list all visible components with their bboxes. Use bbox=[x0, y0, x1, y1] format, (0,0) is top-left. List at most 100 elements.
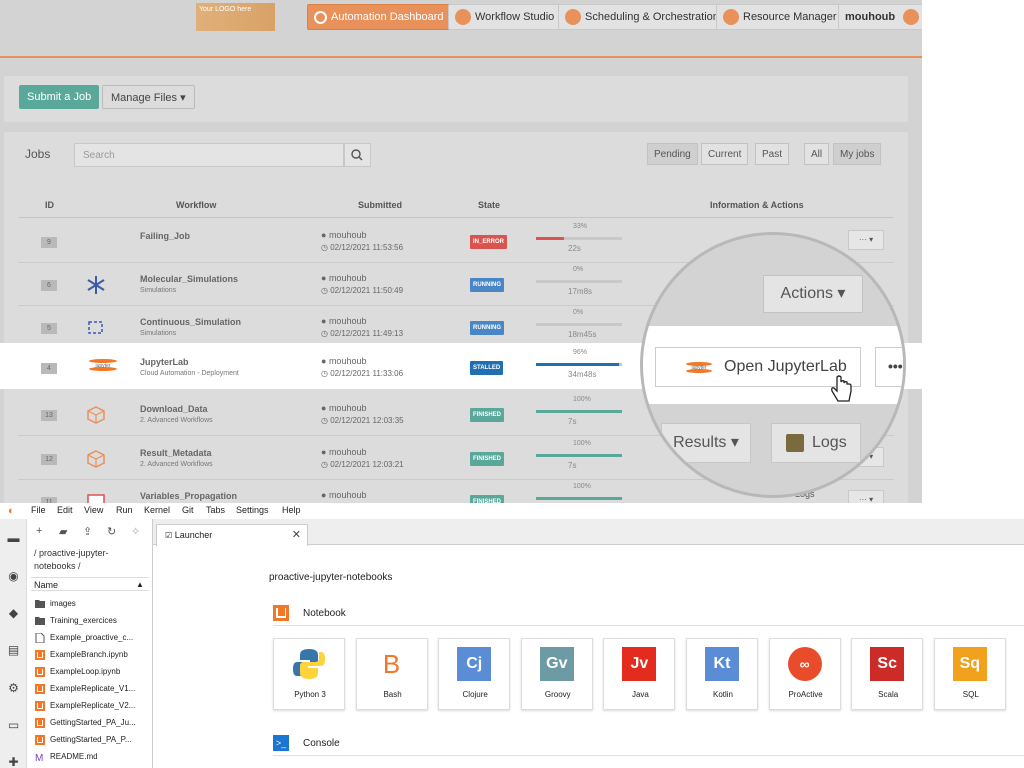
file-item[interactable]: ExampleBranch.ipynb bbox=[35, 647, 150, 663]
search-button[interactable] bbox=[344, 143, 371, 167]
proactive-portal: Your LOGO here Automation Dashboard Work… bbox=[0, 0, 922, 503]
file-name: images bbox=[50, 599, 76, 608]
breadcrumb[interactable]: / proactive-jupyter-notebooks / bbox=[34, 548, 109, 571]
cloud-icon bbox=[723, 9, 739, 25]
filter-all[interactable]: All bbox=[804, 143, 830, 165]
user-menu-button[interactable]: mouhoub bbox=[838, 4, 922, 30]
workflow-name[interactable]: Continuous_Simulation bbox=[140, 317, 241, 327]
menu-git[interactable]: Git bbox=[182, 505, 194, 515]
kernel-card-sql[interactable]: Sq SQL bbox=[933, 638, 1006, 710]
console-icon: >_ bbox=[273, 735, 289, 751]
workflow-name[interactable]: Variables_Propagation bbox=[140, 491, 238, 501]
file-item[interactable]: GettingStarted_PA_P... bbox=[35, 732, 150, 748]
job-search-input[interactable]: Search bbox=[74, 143, 344, 167]
nav-scheduling-orchestration[interactable]: Scheduling & Orchestration bbox=[558, 4, 726, 30]
nav-workflow-studio[interactable]: Workflow Studio bbox=[448, 4, 562, 30]
git-clone-icon[interactable]: ✧ bbox=[131, 526, 141, 538]
running-icon[interactable]: ◉ bbox=[8, 569, 19, 583]
menu-kernel[interactable]: Kernel bbox=[144, 505, 171, 515]
folder-item[interactable]: Training_exercices bbox=[35, 613, 150, 629]
workflow-name[interactable]: JupyterLab bbox=[140, 357, 189, 367]
kernel-card-groovy[interactable]: Gv Groovy bbox=[520, 638, 593, 710]
more-options-button[interactable]: ••• bbox=[875, 347, 903, 387]
menu-help[interactable]: Help bbox=[282, 505, 301, 515]
refresh-icon[interactable]: ↻ bbox=[107, 526, 117, 538]
row-actions-menu[interactable]: ··· ▾ bbox=[848, 490, 884, 503]
kernel-card-python-3[interactable]: Python 3 bbox=[273, 638, 345, 710]
folder-icon[interactable]: ▬ bbox=[7, 531, 20, 545]
file-item[interactable]: GettingStarted_PA_Ju... bbox=[35, 715, 150, 731]
sort-icon[interactable]: ▲ bbox=[136, 580, 144, 589]
kernel-card-kotlin[interactable]: Kt Kotlin bbox=[686, 638, 758, 710]
progress-bar bbox=[536, 363, 622, 366]
new-folder-icon[interactable]: ▰ bbox=[59, 526, 68, 538]
menu-file[interactable]: File bbox=[31, 505, 46, 515]
menu-settings[interactable]: Settings bbox=[236, 505, 269, 515]
job-row[interactable]: 11 Variables_Propagation 1. Basic Workfl… bbox=[18, 480, 894, 503]
extension-icon[interactable]: ✚ bbox=[8, 755, 19, 768]
job-row[interactable]: 9 Failing_Job ● mouhoub ◷ 02/12/2021 11:… bbox=[18, 220, 894, 263]
kernel-card-bash[interactable]: B Bash bbox=[355, 638, 428, 710]
kernel-card-java[interactable]: Jv Java bbox=[603, 638, 676, 710]
logs-button[interactable]: Logs bbox=[771, 423, 861, 463]
submit-job-button[interactable]: Submit a Job bbox=[19, 85, 100, 109]
kernel-card-proactive[interactable]: ∞ ProActive bbox=[768, 638, 841, 710]
file-item[interactable]: ExampleReplicate_V1... bbox=[35, 681, 150, 697]
job-row[interactable]: 6 Molecular_Simulations Simulations ● mo… bbox=[18, 263, 894, 306]
file-item[interactable]: ExampleLoop.ipynb bbox=[35, 664, 150, 680]
folder-item[interactable]: images bbox=[35, 596, 150, 612]
kernel-card-scala[interactable]: Sc Scala bbox=[851, 638, 924, 710]
file-item[interactable]: ExampleReplicate_V2... bbox=[35, 698, 150, 714]
owner-name: mouhoub bbox=[328, 490, 367, 500]
sql-logo-icon: Sq bbox=[952, 647, 987, 681]
commands-icon[interactable]: ▤ bbox=[7, 643, 20, 657]
tab-launcher[interactable]: ☑ Launcher ✕ bbox=[156, 524, 308, 546]
owner-name: mouhoub bbox=[328, 316, 367, 326]
close-icon[interactable]: ✕ bbox=[291, 529, 301, 541]
job-duration: 22s bbox=[568, 244, 581, 253]
col-name[interactable]: Name bbox=[34, 580, 59, 590]
nav-automation-dashboard[interactable]: Automation Dashboard bbox=[307, 4, 451, 30]
property-inspector-icon[interactable]: ⚙ bbox=[8, 681, 19, 695]
filter-my-jobs[interactable]: My jobs bbox=[833, 143, 882, 165]
kernel-label: Groovy bbox=[544, 690, 571, 699]
scala-logo-icon: Sc bbox=[870, 647, 905, 681]
progress-percent: 0% bbox=[573, 266, 584, 273]
results-button[interactable]: Results ▾ bbox=[661, 423, 751, 463]
workflow-name[interactable]: Molecular_Simulations bbox=[140, 274, 239, 284]
kotlin-logo-icon: Kt bbox=[705, 647, 739, 681]
progress-percent: 100% bbox=[573, 440, 591, 447]
workflow-bucket: Cloud Automation - Deployment bbox=[140, 370, 239, 377]
row-actions-menu[interactable]: ··· ▾ bbox=[848, 230, 884, 250]
actions-button[interactable]: Actions ▾ bbox=[763, 275, 863, 313]
new-launcher-icon[interactable]: + bbox=[36, 525, 43, 537]
open-jupyterlab-button[interactable]: jupyter Open JupyterLab bbox=[655, 347, 861, 387]
menu-run[interactable]: Run bbox=[116, 505, 133, 515]
menu-view[interactable]: View bbox=[84, 505, 104, 515]
workflow-name[interactable]: Failing_Job bbox=[140, 231, 191, 241]
filter-current[interactable]: Current bbox=[701, 143, 749, 165]
filter-pending[interactable]: Pending bbox=[647, 143, 698, 165]
search-icon bbox=[351, 149, 363, 161]
tabs-icon[interactable]: ▭ bbox=[7, 718, 20, 732]
workflow-name[interactable]: Download_Data bbox=[140, 404, 208, 414]
workflow-icon bbox=[86, 405, 106, 425]
file-item[interactable]: M README.md bbox=[35, 749, 150, 765]
activity-bar: ▬ ◉ ◆ ▤ ⚙ ▭ ✚ bbox=[0, 519, 27, 768]
menu-edit[interactable]: Edit bbox=[57, 505, 73, 515]
git-icon[interactable]: ◆ bbox=[8, 606, 19, 620]
job-row[interactable]: 4 jupyter JupyterLab Cloud Automation - … bbox=[18, 346, 894, 389]
kernel-card-clojure[interactable]: Cj Clojure bbox=[438, 638, 511, 710]
manage-files-button[interactable]: Manage Files ▾ bbox=[102, 85, 195, 109]
job-owner: ● mouhoub bbox=[321, 490, 367, 500]
workflow-icon bbox=[86, 318, 106, 338]
nav-resource-manager[interactable]: Resource Manager bbox=[716, 4, 844, 30]
logo-text: Your LOGO here bbox=[199, 6, 252, 13]
upload-icon[interactable]: ⇪ bbox=[83, 526, 93, 538]
file-browser: + ▰ ⇪ ↻ ✧ / proactive-jupyter-notebooks … bbox=[27, 519, 153, 768]
job-id: 12 bbox=[41, 454, 57, 465]
file-item[interactable]: Example_proactive_c... bbox=[35, 630, 150, 646]
workflow-name[interactable]: Result_Metadata bbox=[140, 448, 212, 458]
menu-tabs[interactable]: Tabs bbox=[206, 505, 226, 515]
filter-past[interactable]: Past bbox=[755, 143, 790, 165]
